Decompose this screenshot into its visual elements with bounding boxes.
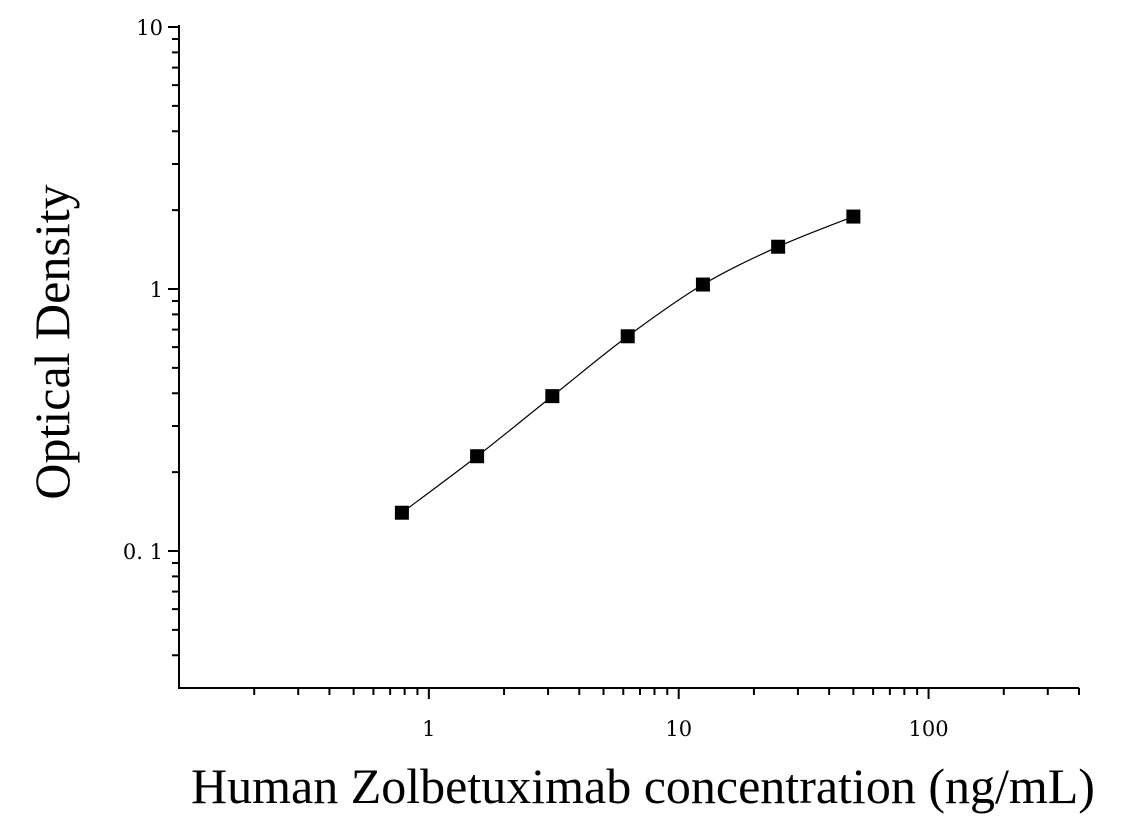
x-tick-label: 1 — [422, 717, 435, 741]
data-point — [620, 329, 635, 344]
data-points — [394, 209, 861, 520]
y-axis-title: Optical Density — [24, 184, 80, 499]
axis-ticks — [168, 26, 1080, 699]
x-tick-label: 10 — [665, 717, 692, 741]
data-point — [771, 239, 786, 254]
data-point — [695, 277, 710, 292]
y-tick-label: 0. 1 — [123, 540, 163, 564]
data-point — [394, 505, 409, 520]
data-point — [545, 389, 560, 404]
axes — [178, 25, 1079, 689]
data-point — [470, 449, 485, 464]
y-tick-label: 1 — [150, 278, 163, 302]
x-tick-label: 100 — [909, 717, 949, 741]
fit-curve-group — [401, 216, 854, 514]
fit-curve — [401, 216, 854, 514]
data-point — [846, 209, 861, 224]
y-tick-label: 10 — [136, 16, 163, 40]
x-axis-title: Human Zolbetuximab concentration (ng/mL) — [191, 758, 1095, 814]
tick-labels: 1 10 100 10 1 0. 1 — [123, 16, 949, 741]
